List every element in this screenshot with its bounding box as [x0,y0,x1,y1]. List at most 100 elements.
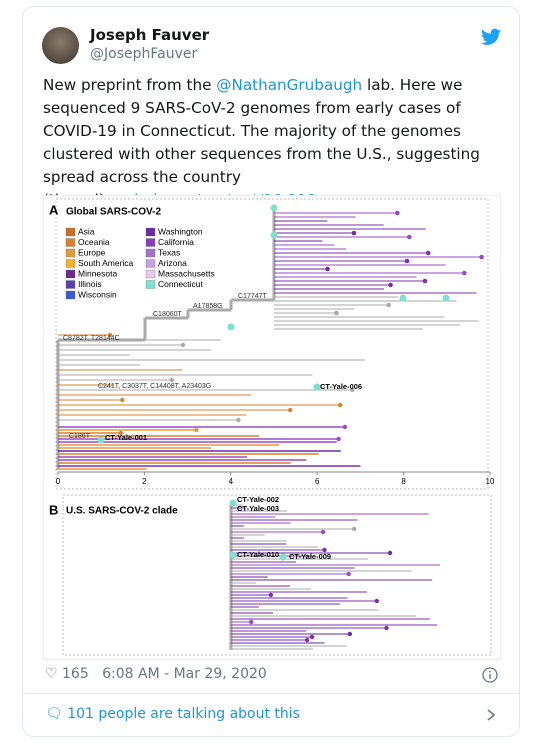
legend-label: Massachusetts [158,268,215,278]
text: New preprint from the [43,76,217,94]
legend-label: Europe [78,247,106,257]
mutation-label: A17858G [193,303,223,310]
legend-label: South America [78,258,134,268]
tip [442,294,450,302]
tip [404,258,410,264]
x-tick-label: 4 [229,477,234,486]
tip [118,430,123,436]
divider [22,693,520,694]
panel-letter: A [49,202,59,217]
info-icon[interactable] [482,667,498,683]
legend-label: Connecticut [158,279,204,289]
tip [169,377,175,383]
panel-title: U.S. SARS-COV-2 clade [66,506,178,517]
tip [386,302,391,308]
sample-label: CT-Yale-009 [289,552,331,561]
text: lab. Here we sequenced 9 SARS-CoV-2 geno… [43,76,480,209]
tip [180,342,186,348]
heart-icon[interactable]: ♡ [45,666,58,682]
legend-swatch [65,259,76,268]
tip [229,551,237,559]
legend-label: Illinois [78,279,102,289]
legend-swatch [145,280,156,289]
conversation-text: 101 people are talking about this [67,706,300,722]
legend-label: California [158,237,194,247]
legend-swatch [145,269,156,279]
x-tick-label: 10 [486,477,495,486]
tip [350,387,355,393]
tweet-text: New preprint from the @NathanGrubaugh la… [43,74,503,212]
legend-label: Oceania [78,237,110,247]
mutation-label: C241T, C3037T, C14408T, A23403G [98,383,211,390]
tip [120,397,125,403]
tip [425,250,431,256]
mutation-label: C186T [69,433,91,440]
figure[interactable]: A Global SARS-COV-2 B U.S. SARS-COV-2 cl… [43,195,501,660]
tip [406,234,412,240]
tip [334,310,339,316]
chevron[interactable] [486,708,496,722]
tip [320,529,326,535]
tip [304,637,310,643]
tip [395,210,400,216]
comment-icon: 🗨 [45,706,63,722]
tip [352,526,357,532]
tip [462,270,467,276]
tip [236,417,241,423]
panel-title: Global SARS-COV-2 [66,207,161,218]
tip [336,436,341,442]
tip [384,625,389,631]
legend-swatch [145,238,156,247]
tip [346,571,351,577]
sample-label: CT-Yale-010 [237,550,279,559]
legend-swatch [145,259,156,268]
tip [374,598,379,604]
sample-label: CT-Yale-003 [237,504,279,513]
legend-label: Arizona [158,258,187,268]
legend-label: Texas [158,247,180,257]
tip [108,332,113,338]
x-tick-label: 6 [315,477,320,486]
tip [268,592,274,598]
tweet-meta: ♡ 165 6:08 AM - Mar 29, 2020 [45,666,267,682]
legend-swatch [65,227,76,237]
author-name[interactable]: Joseph Fauver [90,26,210,44]
tip [479,254,484,260]
x-tick-label: 0 [56,477,61,486]
tip [351,230,357,236]
tip [342,424,348,430]
panel-letter: B [49,502,58,517]
legend-swatch [145,227,156,237]
legend-swatch [145,248,156,258]
legend-label: Minnesota [78,268,117,278]
timestamp[interactable]: 6:08 AM - Mar 29, 2020 [102,666,267,682]
like-count[interactable]: 165 [62,666,89,682]
panel-frame [55,198,489,490]
tip [387,550,393,556]
mutation-label: C18060T [153,311,183,318]
conversation-link[interactable]: 🗨 101 people are talking about this [45,706,300,722]
tip [313,383,321,391]
mutation-label: C17747T [238,293,268,300]
legend-label: Washington [158,226,203,236]
legend-swatch [65,238,76,247]
sample-label: CT-Yale-002 [237,495,279,504]
tip [325,266,330,272]
tip [322,547,327,553]
mutation-label: C8782T, T28144C [63,335,120,342]
legend-swatch [65,248,76,258]
author-handle[interactable]: @JosephFauver [90,46,198,62]
tip [229,499,237,507]
legend-swatch [65,290,76,300]
tip [288,407,293,413]
tip [309,634,315,640]
panel-frame [62,494,492,656]
avatar[interactable] [42,27,79,64]
twitter-logo[interactable] [481,28,501,46]
legend-label: Wisconsin [78,289,117,299]
x-tick-label: 8 [401,477,406,486]
sample-label: CT-Yale-006 [320,382,362,391]
mention[interactable]: @NathanGrubaugh [216,76,363,94]
legend-label: Asia [78,226,95,236]
